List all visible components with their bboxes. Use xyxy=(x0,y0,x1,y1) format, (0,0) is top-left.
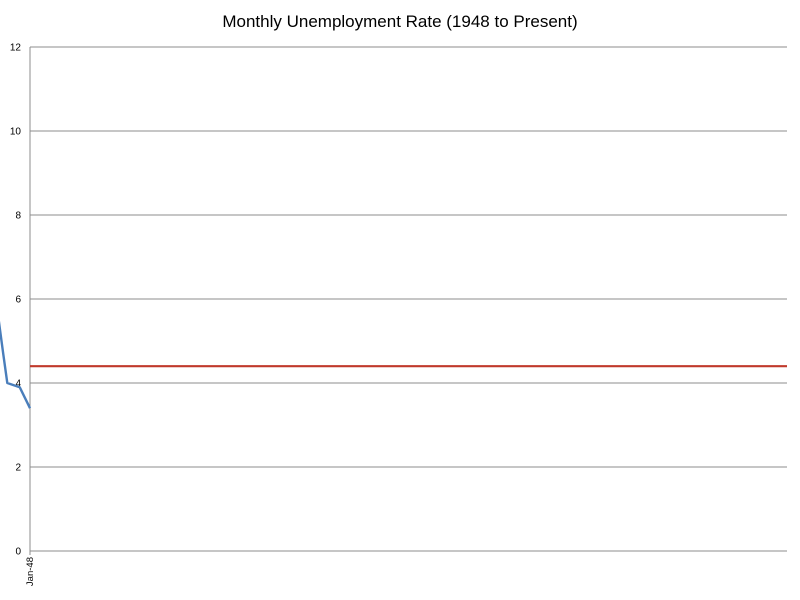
y-tick-label: 8 xyxy=(15,211,21,222)
y-tick-label: 10 xyxy=(10,127,22,138)
x-axis-tick-labels: Jan-48Aug-49Mar-51Oct-52May-54Dec-55Jul-… xyxy=(25,551,36,586)
y-tick-label: 2 xyxy=(15,463,21,474)
chart-title: Monthly Unemployment Rate (1948 to Prese… xyxy=(222,12,577,31)
x-tick-label: Jan-48 xyxy=(25,557,36,586)
y-tick-label: 12 xyxy=(10,43,22,54)
y-tick-label: 0 xyxy=(15,547,21,558)
y-axis-tick-labels: 0 2 4 6 8 10 12 xyxy=(10,43,22,558)
axes xyxy=(29,47,787,552)
gridlines xyxy=(30,46,787,468)
y-tick-label: 6 xyxy=(15,295,21,306)
y-tick-label: 4 xyxy=(15,379,21,390)
